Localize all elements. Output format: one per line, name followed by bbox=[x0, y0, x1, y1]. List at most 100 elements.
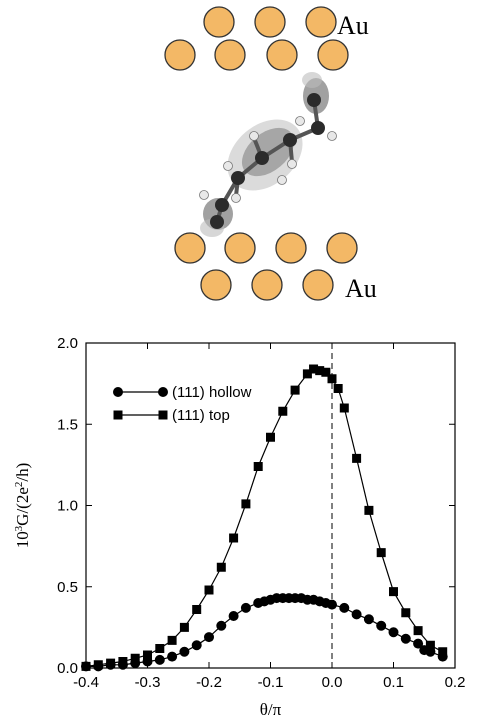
data-point bbox=[309, 364, 319, 374]
x-tick-label: 0.2 bbox=[445, 674, 466, 691]
data-point bbox=[204, 585, 214, 595]
data-point bbox=[253, 462, 263, 471]
data-point bbox=[216, 562, 226, 572]
y-tick-label: 2.0 bbox=[57, 335, 78, 352]
data-point bbox=[106, 658, 116, 668]
series-line bbox=[85, 368, 443, 667]
data-point bbox=[216, 620, 227, 631]
y-tick-label: 1.0 bbox=[57, 498, 78, 515]
data-point bbox=[327, 374, 337, 384]
data-point bbox=[179, 622, 189, 632]
y-tick-label: 1.5 bbox=[57, 416, 78, 433]
hydrogen-atom bbox=[327, 131, 337, 141]
carbon-atom bbox=[283, 133, 297, 147]
gold-atom bbox=[302, 269, 334, 301]
molecule-illustration bbox=[199, 72, 337, 237]
orbital-lobe bbox=[302, 72, 322, 88]
data-point bbox=[228, 611, 239, 621]
x-tick-label: -0.2 bbox=[196, 674, 222, 691]
data-point bbox=[118, 657, 128, 666]
gold-atom bbox=[200, 269, 232, 301]
hydrogen-atom bbox=[231, 193, 241, 203]
y-tick-label: 0.0 bbox=[57, 660, 78, 677]
legend-item: (111) top bbox=[113, 407, 230, 424]
gold-atom bbox=[214, 39, 246, 71]
top-electrode-atoms bbox=[164, 6, 349, 71]
y-axis-label: 103G/(2e2/h) bbox=[13, 463, 32, 549]
data-point bbox=[167, 635, 177, 645]
data-point bbox=[266, 432, 275, 442]
gold-atom bbox=[317, 39, 349, 71]
data-point bbox=[155, 644, 165, 653]
data-point bbox=[339, 403, 349, 413]
data-point bbox=[315, 366, 325, 376]
data-point bbox=[81, 661, 91, 671]
x-tick-label: 0.1 bbox=[383, 674, 404, 691]
conductance-chart: -0.4 -0.3 -0.2 -0.1 0.0 0.1 0.2 0.0 0.5 1.0 1.5 2.0… bbox=[13, 335, 465, 719]
data-point bbox=[376, 548, 386, 558]
hydrogen-atom bbox=[249, 131, 259, 141]
x-axis-label: θ/π bbox=[260, 700, 282, 719]
gold-atom bbox=[326, 232, 358, 264]
data-point bbox=[352, 453, 362, 463]
hydrogen-atom bbox=[287, 159, 297, 169]
legend-label: (111) hollow bbox=[172, 384, 252, 401]
data-point bbox=[278, 406, 288, 416]
data-point bbox=[425, 640, 435, 650]
series-top bbox=[81, 364, 448, 671]
series-layer bbox=[81, 364, 448, 672]
carbon-atom bbox=[210, 215, 224, 229]
gold-atom bbox=[164, 39, 196, 71]
data-point bbox=[154, 654, 165, 665]
data-point bbox=[240, 602, 251, 613]
hydrogen-atom bbox=[277, 175, 287, 185]
x-tick-label: -0.1 bbox=[258, 674, 284, 691]
legend-marker bbox=[113, 410, 123, 420]
data-point bbox=[302, 369, 312, 379]
data-point bbox=[389, 587, 398, 597]
gold-atom bbox=[305, 6, 337, 38]
data-point bbox=[167, 651, 178, 662]
data-point bbox=[143, 650, 152, 660]
molecule-panel: Au Au bbox=[164, 6, 377, 303]
gold-atom bbox=[254, 6, 286, 38]
electrode-bottom-label: Au bbox=[345, 274, 377, 303]
data-point bbox=[376, 620, 387, 631]
data-point bbox=[204, 632, 214, 643]
x-tick-label: -0.4 bbox=[73, 674, 99, 691]
data-point bbox=[413, 638, 424, 649]
data-point bbox=[327, 599, 337, 610]
gold-atom bbox=[224, 232, 256, 264]
data-point bbox=[191, 640, 202, 651]
data-point bbox=[192, 605, 202, 614]
data-point bbox=[130, 653, 140, 663]
data-point bbox=[401, 608, 411, 618]
legend-item: (111) hollow bbox=[113, 384, 252, 401]
x-tick-label: 0.0 bbox=[322, 674, 343, 691]
carbon-atom bbox=[231, 171, 245, 185]
carbon-atom bbox=[307, 93, 321, 107]
legend-label: (111) top bbox=[172, 407, 230, 424]
bottom-electrode-atoms bbox=[174, 232, 358, 301]
data-point bbox=[290, 385, 300, 395]
data-point bbox=[93, 660, 103, 670]
data-point bbox=[241, 499, 251, 509]
legend: (111) hollow (111) top bbox=[113, 384, 252, 424]
gold-atom bbox=[174, 232, 206, 264]
data-point bbox=[321, 367, 331, 377]
data-point bbox=[388, 627, 399, 638]
data-point bbox=[333, 384, 343, 393]
gold-atom bbox=[275, 232, 307, 264]
gold-atom bbox=[266, 39, 298, 71]
gold-atom bbox=[251, 269, 283, 301]
data-point bbox=[351, 609, 362, 620]
electrode-top-label: Au bbox=[337, 11, 369, 40]
data-point bbox=[364, 505, 374, 515]
y-tick-label: 0.5 bbox=[57, 579, 78, 596]
data-point bbox=[229, 533, 239, 543]
legend-marker bbox=[113, 387, 123, 397]
data-point bbox=[438, 647, 448, 657]
data-point bbox=[413, 626, 423, 636]
hydrogen-atom bbox=[223, 161, 233, 171]
